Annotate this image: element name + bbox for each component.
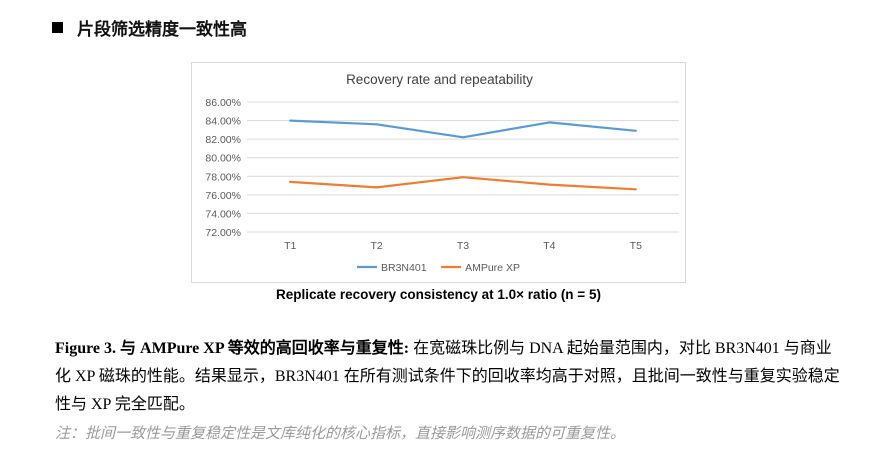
y-tick-label: 74.00% bbox=[205, 208, 241, 220]
legend-label: AMPure XP bbox=[465, 262, 520, 274]
black-square-bullet-icon bbox=[52, 21, 63, 33]
x-tick-label: T2 bbox=[370, 240, 382, 252]
figure-caption: Figure 3. 与 AMPure XP 等效的高回收率与重复性: 在宽磁珠比… bbox=[55, 335, 845, 419]
series-line-br3n401 bbox=[289, 119, 637, 139]
chart-caption: Replicate recovery consistency at 1.0× r… bbox=[276, 287, 601, 302]
chart-title: Recovery rate and repeatability bbox=[346, 72, 533, 87]
y-tick-label: 78.00% bbox=[205, 171, 241, 183]
x-tick-label: T3 bbox=[457, 240, 469, 252]
y-tick-label: 72.00% bbox=[205, 227, 241, 239]
line-chart: Recovery rate and repeatability 86.00% 84.… bbox=[205, 72, 679, 274]
figure-label: Figure 3. 与 AMPure XP 等效的高回收率与重复性: bbox=[55, 340, 410, 357]
section-heading: 片段筛选精度一致性高 bbox=[52, 14, 247, 40]
x-tick-label: T5 bbox=[630, 240, 642, 252]
x-tick-label: T1 bbox=[284, 240, 296, 252]
y-tick-label: 76.00% bbox=[205, 190, 241, 202]
figure-note: 注：批间一致性与重复稳定性是文库纯化的核心指标，直接影响测序数据的可重复性。 bbox=[55, 426, 626, 442]
y-tick-label: 80.00% bbox=[205, 153, 241, 165]
section-title: 片段筛选精度一致性高 bbox=[77, 19, 247, 40]
y-tick-label: 82.00% bbox=[205, 134, 241, 146]
y-tick-label: 86.00% bbox=[205, 97, 241, 109]
y-tick-label: 84.00% bbox=[205, 116, 241, 128]
chart-area: Recovery rate and repeatability 86.00% 84.… bbox=[191, 62, 686, 283]
x-tick-label: T4 bbox=[543, 240, 555, 252]
legend-label: BR3N401 bbox=[381, 262, 427, 274]
figure-text: 在宽磁珠比例与 DNA 起始量范围内，对比 BR3N401 与商业化 XP 磁珠… bbox=[55, 340, 840, 413]
series-line-ampure-xp bbox=[289, 176, 637, 191]
